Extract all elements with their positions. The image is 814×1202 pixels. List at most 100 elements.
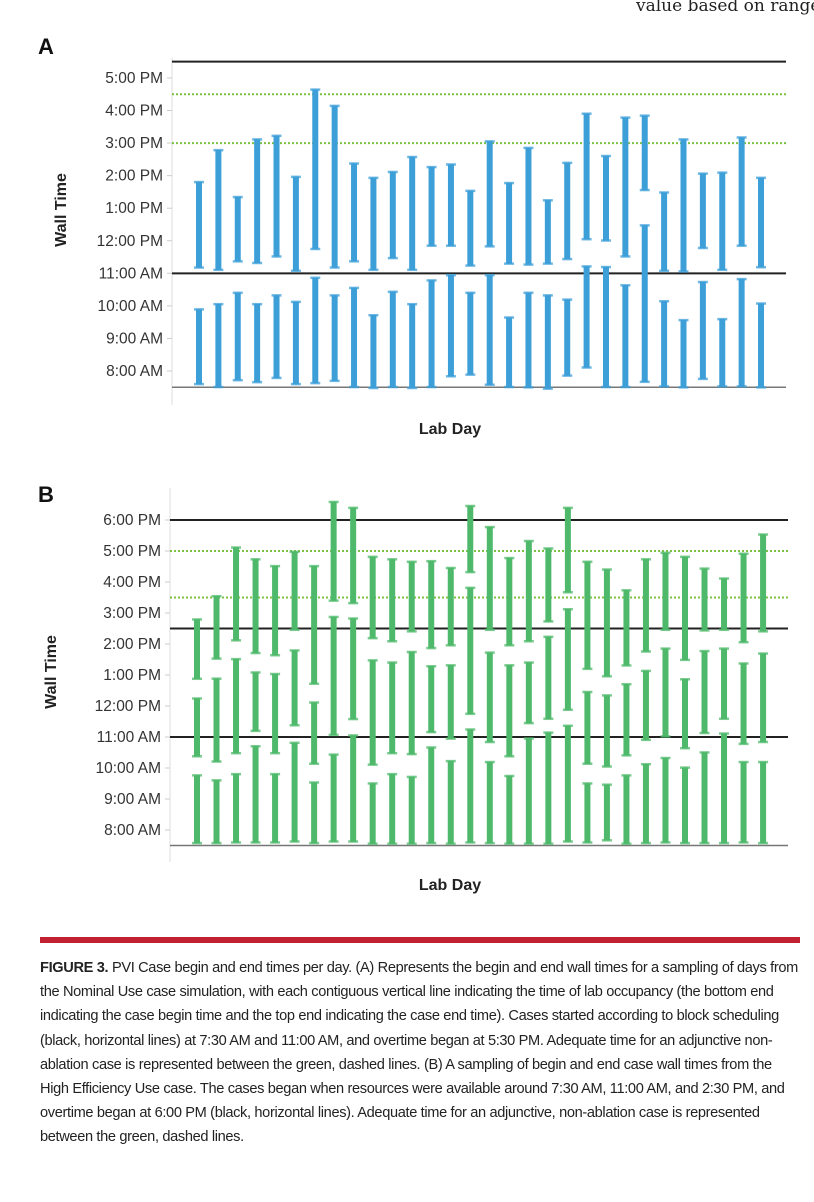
- case-occupancy-bar: [330, 616, 337, 736]
- case-begin-cap: [270, 751, 281, 755]
- case-end-cap: [309, 781, 320, 784]
- case-begin-cap: [426, 646, 437, 650]
- case-occupancy-bar: [486, 761, 493, 844]
- case-begin-cap: [271, 376, 282, 380]
- case-end-cap: [328, 615, 339, 619]
- case-end-cap: [445, 163, 456, 166]
- case-end-cap: [678, 318, 689, 322]
- case-end-cap: [387, 170, 398, 174]
- case-occupancy-bar: [467, 729, 474, 843]
- case-begin-cap: [426, 841, 437, 845]
- case-occupancy-bar: [603, 569, 610, 677]
- case-begin-cap: [660, 735, 671, 738]
- case-occupancy-bar: [330, 501, 337, 601]
- case-end-cap: [484, 525, 495, 529]
- case-occupancy-bar: [525, 147, 532, 265]
- case-end-cap: [309, 564, 320, 568]
- case-occupancy-bar: [486, 526, 493, 631]
- case-begin-cap: [697, 377, 708, 381]
- case-end-cap: [387, 558, 398, 561]
- y-tick-label: 10:00 AM: [96, 760, 162, 777]
- case-end-cap: [387, 661, 398, 664]
- case-begin-cap: [387, 842, 398, 845]
- case-end-cap: [426, 165, 437, 169]
- case-begin-cap: [310, 381, 321, 385]
- case-begin-cap: [699, 841, 710, 845]
- case-end-cap: [367, 555, 378, 559]
- case-occupancy-bar: [273, 295, 280, 379]
- case-occupancy-bar: [584, 691, 591, 764]
- case-occupancy-bar: [564, 507, 571, 593]
- case-begin-cap: [640, 841, 651, 845]
- case-end-cap: [680, 766, 690, 769]
- case-occupancy-bar: [680, 319, 687, 388]
- y-tick-label: 11:00 AM: [97, 729, 161, 746]
- case-occupancy-bar: [603, 784, 610, 841]
- case-begin-cap: [309, 762, 320, 765]
- case-begin-cap: [231, 751, 242, 755]
- case-begin-cap: [620, 385, 631, 389]
- case-begin-cap: [678, 386, 689, 389]
- case-end-cap: [719, 647, 730, 650]
- y-tick-label: 5:00 PM: [105, 70, 163, 87]
- case-end-cap: [465, 728, 476, 731]
- case-begin-cap: [758, 740, 769, 744]
- case-begin-cap: [445, 644, 456, 647]
- case-end-cap: [620, 116, 631, 119]
- case-end-cap: [562, 506, 573, 510]
- case-begin-cap: [328, 733, 339, 737]
- case-occupancy-bar: [351, 287, 358, 388]
- case-end-cap: [699, 751, 710, 754]
- case-occupancy-bar: [447, 760, 454, 844]
- case-occupancy-bar: [252, 745, 259, 843]
- y-tick-label: 2:00 PM: [105, 168, 163, 185]
- case-occupancy-bar: [486, 274, 493, 386]
- case-end-cap: [621, 774, 632, 777]
- case-occupancy-bar: [291, 742, 298, 842]
- case-occupancy-bar: [428, 166, 435, 246]
- case-begin-cap: [738, 742, 749, 746]
- case-end-cap: [484, 273, 495, 277]
- case-begin-cap: [270, 653, 281, 657]
- case-begin-cap: [387, 256, 398, 260]
- case-occupancy-bar: [680, 139, 687, 272]
- case-begin-cap: [310, 247, 321, 251]
- case-begin-cap: [562, 840, 573, 843]
- case-end-cap: [250, 558, 261, 561]
- running-header-text: value based on range: [636, 0, 814, 16]
- case-begin-cap: [717, 385, 728, 388]
- case-occupancy-bar: [215, 303, 222, 388]
- case-occupancy-bar: [311, 565, 318, 684]
- case-begin-cap: [581, 366, 592, 369]
- case-end-cap: [213, 148, 224, 152]
- case-end-cap: [601, 783, 612, 786]
- case-occupancy-bar: [233, 773, 240, 843]
- x-axis-title: Lab Day: [419, 877, 481, 894]
- case-occupancy-bar: [584, 561, 591, 670]
- case-end-cap: [542, 199, 553, 202]
- case-begin-cap: [211, 760, 222, 763]
- case-end-cap: [699, 567, 710, 570]
- case-occupancy-bar: [389, 291, 396, 388]
- case-begin-cap: [639, 188, 650, 192]
- case-end-cap: [678, 138, 689, 141]
- case-begin-cap: [717, 268, 728, 272]
- panel-label-b: B: [38, 482, 54, 507]
- case-occupancy-bar: [721, 578, 728, 631]
- case-begin-cap: [309, 841, 320, 845]
- case-occupancy-bar: [719, 318, 726, 387]
- case-occupancy-bar: [213, 780, 220, 844]
- case-end-cap: [328, 753, 339, 756]
- case-end-cap: [465, 586, 476, 590]
- case-begin-cap: [660, 628, 671, 632]
- case-end-cap: [680, 678, 690, 681]
- case-occupancy-bar: [409, 303, 416, 389]
- case-end-cap: [601, 694, 612, 697]
- case-begin-cap: [659, 385, 670, 388]
- case-occupancy-bar: [641, 225, 648, 383]
- case-begin-cap: [329, 379, 340, 383]
- case-end-cap: [271, 294, 282, 297]
- case-begin-cap: [250, 651, 261, 655]
- case-occupancy-bar: [350, 618, 357, 720]
- case-begin-cap: [660, 841, 671, 844]
